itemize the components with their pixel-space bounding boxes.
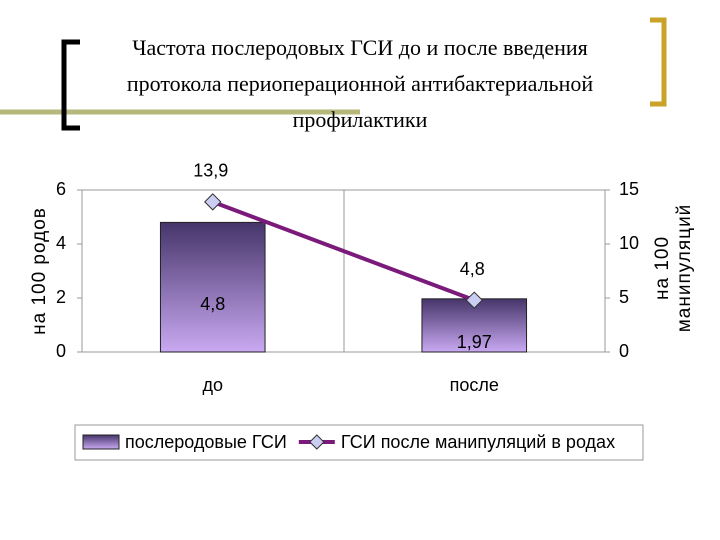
y-tick-label: 4	[56, 233, 66, 253]
y2-axis-title: манипуляций	[674, 204, 695, 333]
x-tick-label: до	[202, 375, 223, 395]
bar	[159, 221, 266, 353]
line-value-label: 4,8	[460, 259, 485, 279]
legend	[74, 424, 644, 461]
y2-axis-title: на 100	[652, 236, 673, 300]
slide-title: Частота послеродовых ГСИ до и после введ…	[126, 35, 594, 132]
y2-tick-label: 10	[619, 233, 639, 253]
x-tick-label: после	[450, 375, 499, 395]
y-tick-label: 6	[56, 179, 66, 199]
left-bracket	[61, 39, 80, 131]
y-tick-label: 0	[56, 341, 66, 361]
legend-swatch	[82, 434, 120, 450]
y-tick-label: 2	[56, 287, 66, 307]
bar-value-label: 4,8	[200, 294, 225, 314]
legend-label: послеродовые ГСИ	[125, 432, 287, 452]
legend-swatch	[309, 434, 325, 450]
line-marker	[204, 193, 222, 211]
line	[212, 200, 475, 303]
legend-label: ГСИ после манипуляций в родах	[341, 432, 615, 452]
y2-tick-label: 0	[619, 341, 629, 361]
right-bracket	[650, 17, 667, 107]
line-value-label: 13,9	[193, 161, 228, 181]
y-axis-title: на 100 родов	[29, 207, 50, 335]
y2-tick-label: 5	[619, 287, 629, 307]
y2-tick-label: 15	[619, 179, 639, 199]
bar-value-label: 1,97	[457, 332, 492, 352]
line-marker	[465, 291, 483, 309]
